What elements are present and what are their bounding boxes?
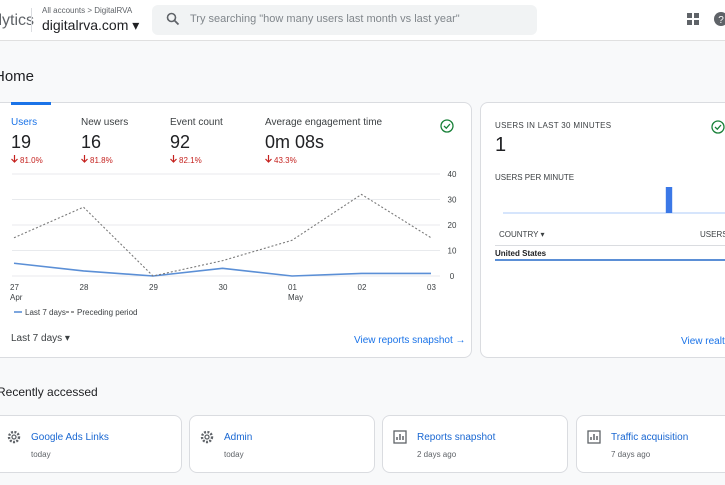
gear-icon	[7, 430, 21, 444]
realtime-link[interactable]: View realtime	[681, 336, 725, 347]
metric-value: 92	[170, 132, 191, 152]
down-arrow	[11, 155, 18, 163]
metric-label[interactable]: Users	[11, 117, 38, 128]
x-tick-label: 27 Apr	[10, 283, 23, 302]
per-minute-label: USERS PER MINUTE	[495, 173, 575, 182]
realtime-value: 1	[495, 134, 507, 156]
down-arrow	[170, 155, 177, 163]
metric-change: 81.0%	[20, 156, 43, 165]
country-header: COUNTRY	[499, 230, 539, 239]
apps-icon[interactable]	[687, 13, 699, 25]
chart-icon	[587, 430, 601, 444]
recent-title: Admin	[224, 432, 253, 443]
breadcrumb[interactable]: All accounts > DigitalRVA	[42, 6, 133, 15]
recent-time: 2 days ago	[417, 450, 457, 459]
status-icon	[440, 119, 454, 133]
metric-change-row: 81.0%	[11, 155, 43, 165]
metric-label[interactable]: Average engagement time	[265, 117, 383, 128]
metric-change: 82.1%	[179, 156, 202, 165]
metric-change-row: 81.8%	[81, 155, 113, 165]
page-title: Home	[0, 68, 35, 85]
metric-label[interactable]: Event count	[170, 117, 223, 128]
metric-change: 43.3%	[274, 156, 297, 165]
search-placeholder: Try searching "how many users last month…	[190, 13, 460, 25]
chart-icon	[393, 430, 407, 444]
overview-card	[0, 102, 472, 358]
recent-card[interactable]: Reports snapshot 2 days ago	[382, 415, 568, 473]
x-tick-label: 30	[218, 283, 228, 292]
x-tick-label: 03	[427, 283, 436, 292]
property-name: digitalrva.com	[42, 17, 129, 33]
metric-change-row: 43.3%	[265, 155, 297, 165]
recent-time: today	[224, 450, 244, 459]
recent-card[interactable]: Admin today	[189, 415, 375, 473]
recent-title: Google Ads Links	[31, 432, 109, 443]
row-bar	[495, 259, 725, 261]
snapshot-link[interactable]: View reports snapshot →	[354, 335, 466, 346]
x-tick-label: 29	[149, 283, 158, 292]
down-arrow	[265, 155, 272, 163]
recent-title: Recently accessed	[0, 385, 98, 399]
metric-value: 16	[81, 132, 102, 152]
svg-text:?: ?	[718, 15, 724, 26]
realtime-card: USERS IN LAST 30 MINUTES 1 USERS PER MIN…	[480, 102, 725, 358]
recent-title: Traffic acquisition	[611, 432, 689, 443]
x-tick-label: 02	[357, 283, 367, 292]
realtime-title: USERS IN LAST 30 MINUTES	[495, 121, 612, 130]
recent-time: today	[31, 450, 51, 459]
date-range-dropdown[interactable]: Last 7 days ▾	[11, 333, 70, 344]
recent-card[interactable]: Traffic acquisition 7 days ago	[576, 415, 725, 473]
x-tick-label: 01 May	[288, 283, 304, 302]
search-box[interactable]	[152, 5, 537, 35]
users-header: USERS	[700, 230, 725, 239]
divider	[31, 8, 32, 32]
country-column[interactable]: COUNTRY ▾	[499, 230, 545, 239]
help-icon[interactable]: ?	[714, 12, 725, 26]
search-icon	[166, 12, 180, 26]
table-rule	[495, 245, 725, 246]
metric-value: 0m 08s	[265, 132, 325, 152]
recent-title: Reports snapshot	[417, 432, 496, 443]
realtime-status-icon	[711, 120, 725, 134]
snapshot-link-text: View reports snapshot	[354, 335, 453, 346]
gear-icon	[200, 430, 214, 444]
metric-value: 19	[11, 132, 32, 152]
metric-change: 81.8%	[90, 156, 113, 165]
date-range: Last 7 days	[11, 333, 63, 344]
metric-label[interactable]: New users	[81, 117, 129, 128]
country-row: United States	[495, 249, 547, 258]
recent-card[interactable]: Google Ads Links today	[0, 415, 182, 473]
product-name: Analytics	[0, 12, 35, 29]
metric-change-row: 82.1%	[170, 155, 202, 165]
down-arrow	[81, 155, 88, 163]
x-tick-label: 28	[79, 283, 89, 292]
recent-time: 7 days ago	[611, 450, 651, 459]
property-selector[interactable]: digitalrva.com ▾	[42, 17, 140, 33]
tab-indicator	[11, 102, 51, 105]
